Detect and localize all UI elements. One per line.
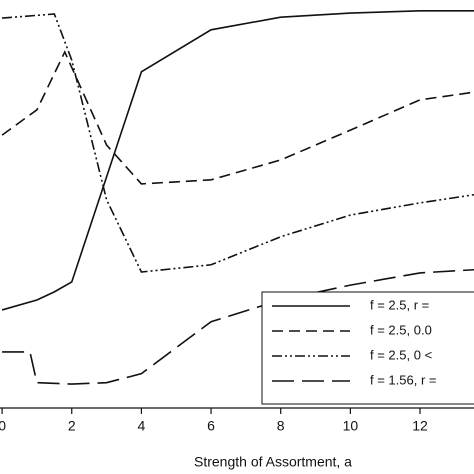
x-axis-title: Strength of Assortment, a [194,454,352,470]
x-tick-label: 8 [277,418,285,434]
x-tick-label: 6 [207,418,215,434]
legend-label: f = 2.5, 0 < [370,347,432,362]
x-tick-label: 2 [68,418,76,434]
x-tick-label: 10 [343,418,359,434]
legend-box [261,291,474,405]
legend-label: f = 2.5, 0.0 [370,322,432,337]
x-tick-label: 0 [0,418,6,434]
legend-label: f = 2.5, r = [370,297,429,312]
legend-label: f = 1.56, r = [370,372,437,387]
series-line [1,50,474,185]
series-line [2,13,474,273]
x-tick-label: 12 [412,418,428,434]
x-tick-label: 4 [138,418,146,434]
series-line [1,10,474,311]
series-line [2,268,474,385]
